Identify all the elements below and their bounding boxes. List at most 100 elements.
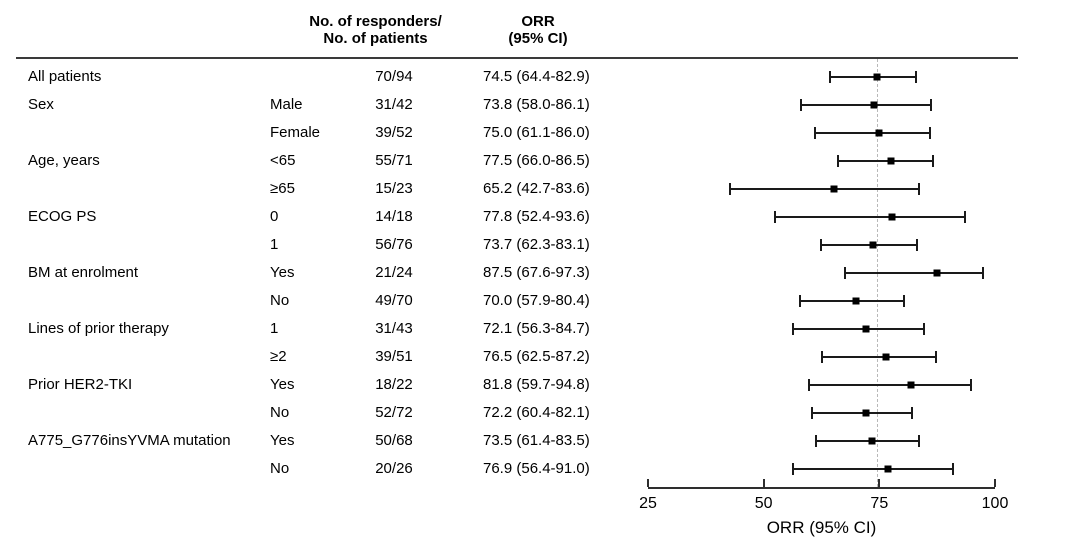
responders-value: 20/26 — [375, 460, 413, 477]
ci-cap-left — [829, 71, 832, 83]
subgroup-label: 0 — [270, 208, 279, 225]
orr-ci-value: 73.7 (62.3-83.1) — [483, 236, 590, 253]
ci-cap-right — [931, 155, 934, 167]
column-header-responders-line2: No. of patients — [323, 30, 428, 47]
group-label: Prior HER2-TKI — [28, 376, 133, 393]
forest-table-rows: All patients 70/94 74.5 (64.4-82.9) Sex … — [0, 63, 1080, 483]
ci-line — [792, 328, 925, 330]
responders-value: 52/72 — [375, 404, 413, 421]
ci-line — [816, 440, 919, 442]
column-header-responders: No. of responders/ No. of patients — [303, 13, 448, 47]
x-tick-label: 50 — [754, 495, 773, 512]
ci-line — [811, 412, 913, 414]
group-label: Lines of prior therapy — [28, 320, 169, 337]
group-label: Sex — [28, 96, 54, 113]
ci-cap-left — [792, 463, 795, 475]
ci-cap-left — [820, 351, 823, 363]
responders-value: 31/43 — [375, 320, 413, 337]
responders-value: 70/94 — [375, 68, 413, 85]
ci-plot-cell — [648, 259, 995, 287]
ci-plot-cell — [648, 455, 995, 483]
responders-value: 50/68 — [375, 432, 413, 449]
group-label: BM at enrolment — [28, 264, 139, 281]
subgroup-label: ≥65 — [270, 180, 295, 197]
table-row: Sex Male 31/42 73.8 (58.0-86.1) — [0, 91, 1080, 119]
ci-cap-left — [810, 407, 813, 419]
table-row: No 52/72 72.2 (60.4-82.1) — [0, 399, 1080, 427]
ci-cap-left — [819, 239, 822, 251]
ci-line — [820, 244, 917, 246]
column-header-orr-line1: ORR — [521, 13, 555, 30]
column-header-orr: ORR (95% CI) — [483, 13, 593, 47]
x-tick-mark — [994, 479, 996, 487]
table-row: ≥65 15/23 65.2 (42.7-83.6) — [0, 175, 1080, 203]
table-row: ECOG PS 0 14/18 77.8 (52.4-93.6) — [0, 203, 1080, 231]
orr-ci-value: 72.1 (56.3-84.7) — [483, 320, 590, 337]
responders-value: 18/22 — [375, 376, 413, 393]
ci-line — [837, 160, 933, 162]
ci-cap-right — [903, 295, 906, 307]
group-label: ECOG PS — [28, 208, 97, 225]
group-label: A775_G776insYVMA mutation — [28, 432, 231, 449]
subgroup-label: 1 — [270, 236, 279, 253]
orr-ci-value: 70.0 (57.9-80.4) — [483, 292, 590, 309]
ci-plot-cell — [648, 63, 995, 91]
ci-plot-cell — [648, 231, 995, 259]
responders-value: 31/42 — [375, 96, 413, 113]
ci-cap-right — [929, 127, 932, 139]
ci-line — [729, 188, 920, 190]
ci-plot-cell — [648, 287, 995, 315]
x-tick-label: 100 — [981, 495, 1009, 512]
table-row: Female 39/52 75.0 (61.1-86.0) — [0, 119, 1080, 147]
ci-plot-cell — [648, 371, 995, 399]
ci-cap-left — [799, 99, 802, 111]
ci-line — [800, 104, 931, 106]
x-tick-mark — [878, 479, 881, 487]
ci-plot-cell — [648, 119, 995, 147]
subgroup-label: Female — [270, 124, 321, 141]
ci-line — [815, 132, 931, 134]
x-axis-label: ORR (95% CI) — [766, 518, 877, 537]
point-marker — [862, 325, 870, 333]
ci-cap-left — [799, 295, 802, 307]
ci-line — [845, 272, 983, 274]
table-row: ≥2 39/51 76.5 (62.5-87.2) — [0, 343, 1080, 371]
subgroup-label: No — [270, 404, 290, 421]
x-tick-mark — [762, 479, 765, 487]
ci-cap-right — [969, 379, 972, 391]
orr-ci-value: 72.2 (60.4-82.1) — [483, 404, 590, 421]
table-row: BM at enrolment Yes 21/24 87.5 (67.6-97.… — [0, 259, 1080, 287]
ci-cap-right — [964, 211, 967, 223]
subgroup-label: <65 — [270, 152, 296, 169]
point-marker — [887, 157, 895, 165]
ci-plot-cell — [648, 315, 995, 343]
responders-value: 56/76 — [375, 236, 413, 253]
responders-value: 39/52 — [375, 124, 413, 141]
ci-line — [808, 384, 971, 386]
responders-value: 21/24 — [375, 264, 413, 281]
ci-cap-right — [952, 463, 955, 475]
ci-line — [830, 76, 916, 78]
orr-ci-value: 87.5 (67.6-97.3) — [483, 264, 590, 281]
orr-ci-value: 77.5 (66.0-86.5) — [483, 152, 590, 169]
ci-cap-left — [791, 323, 794, 335]
orr-ci-value: 75.0 (61.1-86.0) — [483, 124, 590, 141]
ci-plot-cell — [648, 427, 995, 455]
ci-cap-right — [934, 351, 937, 363]
ci-line — [821, 356, 936, 358]
x-tick-label: 25 — [639, 495, 657, 512]
ci-cap-right — [923, 323, 926, 335]
subgroup-label: Yes — [270, 432, 295, 449]
orr-ci-value: 77.8 (52.4-93.6) — [483, 208, 590, 225]
orr-ci-value: 76.5 (62.5-87.2) — [483, 348, 590, 365]
x-tick-mark — [647, 479, 649, 487]
responders-value: 15/23 — [375, 180, 413, 197]
ci-line — [800, 300, 905, 302]
ci-cap-right — [914, 71, 917, 83]
point-marker — [933, 269, 941, 277]
point-marker — [907, 381, 915, 389]
ci-cap-left — [844, 267, 847, 279]
point-marker — [873, 73, 881, 81]
table-row: A775_G776insYVMA mutation Yes 50/68 73.5… — [0, 427, 1080, 455]
ci-cap-right — [981, 267, 984, 279]
